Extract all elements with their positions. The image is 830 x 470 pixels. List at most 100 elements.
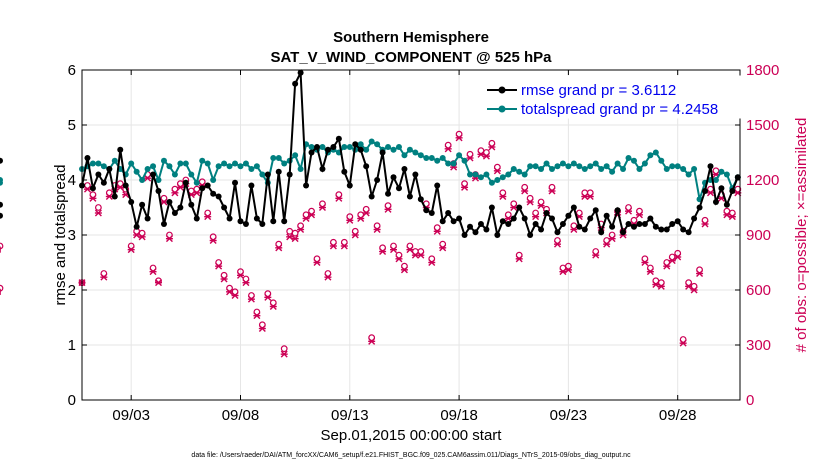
totalspread-point <box>406 146 413 153</box>
y-left-tick-label: 6 <box>68 62 76 79</box>
obs-possible-point <box>0 242 4 250</box>
totalspread-point <box>718 168 725 175</box>
legend: rmse grand pr = 3.6112 totalspread grand… <box>482 75 746 119</box>
obs-assimilated-point <box>357 215 365 222</box>
rmse-point <box>385 190 392 197</box>
totalspread-point <box>308 144 315 150</box>
totalspread-point <box>166 163 173 170</box>
obs-assimilated-point <box>324 273 332 281</box>
obs-assimilated-point <box>362 209 370 217</box>
rmse-point <box>477 221 484 227</box>
totalspread-point <box>467 171 474 178</box>
rmse-point <box>406 193 413 200</box>
rmse-point <box>456 215 463 222</box>
obs-assimilated-point <box>373 226 381 233</box>
obs-assimilated-point <box>466 154 474 162</box>
rmse-point <box>712 199 719 205</box>
obs-assimilated-point <box>461 183 469 191</box>
obs-possible-point <box>0 284 4 292</box>
obs-assimilated-point <box>384 205 392 213</box>
obs-assimilated-point <box>155 279 163 287</box>
obs-assimilated-point <box>685 282 693 290</box>
obs-assimilated-point <box>439 244 447 252</box>
totalspread-point <box>439 155 446 161</box>
totalspread-point <box>505 171 512 178</box>
rmse-point <box>669 221 676 227</box>
y-left-tick-label: 4 <box>68 172 76 189</box>
y-left-tick-label: 2 <box>68 282 76 299</box>
obs-assimilated-point <box>308 211 316 219</box>
obs-assimilated-point <box>668 257 676 265</box>
y-right-tick-label: 1200 <box>746 172 779 189</box>
totalspread-point <box>641 160 648 167</box>
totalspread-point <box>663 166 670 172</box>
obs-assimilated-point <box>510 204 518 211</box>
totalspread-point <box>242 160 249 167</box>
totalspread-point <box>204 160 211 167</box>
rmse-point <box>598 229 605 236</box>
totalspread-point <box>423 155 430 161</box>
rmse-point <box>620 229 627 236</box>
y-right-tick-label: 1500 <box>746 117 779 134</box>
rmse-point <box>434 182 441 189</box>
rmse-point <box>538 226 545 233</box>
totalspread-point <box>177 160 184 167</box>
totalspread-point <box>576 163 583 170</box>
obs-assimilated-point <box>171 189 179 197</box>
rmse-point <box>177 204 184 211</box>
chart-title-line1: Southern Hemisphere <box>333 29 489 46</box>
totalspread-point <box>609 168 616 175</box>
rmse-point <box>483 226 490 233</box>
totalspread-point <box>614 160 621 167</box>
totalspread-point <box>543 160 550 167</box>
y-right-tick-label: 0 <box>746 392 754 409</box>
y-axis-left-label: rmse and totalspread <box>52 165 69 306</box>
obs-assimilated-point <box>297 226 305 233</box>
obs-assimilated-point <box>226 288 234 296</box>
totalspread-point <box>669 163 676 170</box>
y-right-tick-label: 300 <box>746 337 771 354</box>
rmse-point <box>718 185 725 192</box>
obs-assimilated-point <box>351 231 359 239</box>
totalspread-point <box>253 163 260 170</box>
totalspread-point <box>210 177 217 183</box>
rmse-point <box>685 229 692 236</box>
obs-assimilated-point <box>548 187 556 195</box>
rmse-point <box>423 207 430 214</box>
totalspread-point <box>538 166 545 172</box>
totalspread-point <box>390 146 397 153</box>
rmse-point <box>461 232 468 238</box>
totalspread-point <box>412 149 419 156</box>
obs-assimilated-point <box>515 255 523 263</box>
rmse-point <box>641 221 648 227</box>
y-right-tick-label: 900 <box>746 227 771 244</box>
rmse-point <box>204 182 211 189</box>
totalspread-point <box>461 157 468 164</box>
obs-assimilated-point <box>586 193 594 200</box>
totalspread-point <box>527 163 534 170</box>
obs-assimilated-point <box>100 273 108 281</box>
rmse-point <box>390 174 397 181</box>
x-tick-label: 09/28 <box>659 407 697 424</box>
x-tick-label: 09/18 <box>440 407 478 424</box>
obs-assimilated-point <box>379 248 387 255</box>
totalspread-point <box>226 163 233 170</box>
legend-box <box>482 75 746 119</box>
obs-assimilated-point <box>564 266 572 274</box>
totalspread-point <box>89 160 96 167</box>
totalspread-point <box>95 160 102 167</box>
rmse-point <box>237 218 244 225</box>
obs-assimilated-point <box>537 202 545 210</box>
totalspread-point <box>587 163 594 170</box>
obs-assimilated-point <box>532 213 540 221</box>
rmse-point <box>543 210 550 216</box>
totalspread-point <box>259 171 266 178</box>
rmse-point <box>450 218 457 225</box>
obs-assimilated-point <box>406 246 414 254</box>
rmse-point <box>581 226 588 233</box>
obs-assimilated-point <box>264 293 272 301</box>
rmse-point <box>592 207 599 214</box>
obs-assimilated-point <box>242 279 250 287</box>
obs-assimilated-point <box>291 235 299 243</box>
obs-assimilated-point <box>313 259 321 266</box>
